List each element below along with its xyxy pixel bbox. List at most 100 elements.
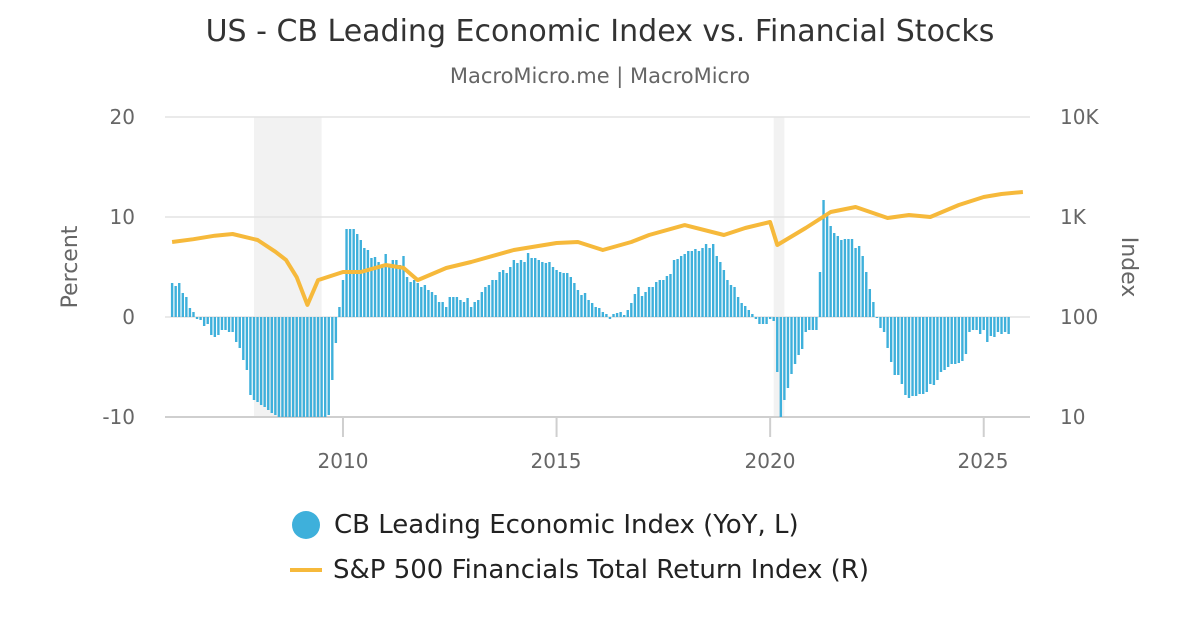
lei-bar (224, 317, 227, 330)
lei-bar (576, 290, 580, 317)
lei-bar (370, 258, 373, 317)
lei-bar (1007, 317, 1010, 334)
lei-bar (231, 317, 234, 332)
lei-bar (363, 248, 366, 317)
lei-bar (477, 300, 480, 317)
lei-bar (701, 248, 704, 317)
lei-bar (202, 317, 206, 326)
lei-bar (338, 307, 341, 317)
lei-bar (281, 317, 284, 417)
lei-bar (480, 292, 484, 317)
lei-bar (252, 317, 256, 400)
lei-bar (726, 280, 729, 317)
lei-bar (825, 215, 829, 317)
lei-bar (359, 240, 362, 317)
lei-bar (217, 317, 220, 335)
right-tick-label: 10 (1060, 405, 1085, 429)
lei-bar (551, 267, 555, 317)
lei-bar (861, 256, 864, 317)
lei-bar (213, 317, 217, 337)
lei-bar (929, 317, 932, 384)
lei-bar (622, 315, 626, 317)
lei-bar (815, 317, 818, 330)
lei-bar (978, 317, 982, 334)
lei-bar (441, 302, 444, 317)
lei-bar (640, 296, 644, 317)
lei-bar (327, 317, 330, 415)
lei-bar (658, 280, 661, 317)
lei-bar (391, 260, 395, 317)
lei-bar (793, 317, 797, 364)
lei-bar (544, 263, 548, 317)
lei-bar (850, 239, 854, 317)
lei-bar (619, 312, 622, 317)
lei-bar (943, 317, 946, 370)
x-tick-label: 2010 (318, 449, 369, 473)
lei-bar (932, 317, 936, 385)
lei-bar (384, 254, 387, 317)
legend-circle-icon (292, 511, 320, 539)
lei-bar (462, 302, 466, 317)
lei-bar (473, 302, 476, 317)
lei-bar (772, 317, 775, 321)
lei-bar (366, 250, 370, 317)
lei-bar (448, 297, 451, 317)
lei-bar (405, 277, 409, 317)
lei-bar (925, 317, 928, 392)
lei-bar (594, 307, 597, 317)
legend-item-financials[interactable]: S&P 500 Financials Total Return Index (R… (290, 555, 869, 585)
lei-bar (249, 317, 252, 395)
lei-bar (494, 280, 498, 317)
lei-bar (857, 246, 861, 317)
lei-bar (256, 317, 259, 402)
lei-bar (295, 317, 298, 417)
lei-bar (388, 267, 391, 317)
lei-bar (270, 317, 273, 413)
lei-bar (242, 317, 245, 360)
lei-bar (797, 317, 800, 355)
lei-bar (583, 293, 587, 317)
lei-bar (181, 293, 184, 317)
lei-bar (964, 317, 968, 354)
left-tick-label: 0 (122, 305, 135, 329)
lei-bar (605, 314, 608, 317)
lei-bar (277, 317, 281, 417)
lei-bar (907, 317, 911, 398)
right-tick-label: 1K (1060, 205, 1087, 229)
lei-bar (961, 317, 964, 361)
lei-bar (423, 285, 427, 317)
lei-bar (409, 282, 412, 317)
lei-bar (736, 297, 740, 317)
lei-bar (768, 317, 772, 319)
lei-bar (936, 317, 939, 380)
lei-bar (704, 244, 708, 317)
lei-bar (957, 317, 961, 363)
lei-bar (420, 287, 423, 317)
lei-bar (519, 260, 523, 317)
lei-bar (373, 257, 377, 317)
lei-bar (526, 253, 530, 317)
lei-bar (541, 262, 544, 317)
lei-bar (993, 317, 996, 337)
lei-bar (740, 303, 743, 317)
left-tick-label: 20 (110, 105, 135, 129)
legend-item-leading-index[interactable]: CB Leading Economic Index (YoY, L) (290, 510, 799, 540)
lei-bar (437, 302, 441, 317)
lei-bar (612, 314, 615, 317)
lei-bar (786, 317, 790, 388)
lei-bar (733, 287, 736, 317)
lei-bar (323, 317, 327, 417)
left-axis-title: Percent (58, 225, 83, 308)
lei-bar (922, 317, 925, 394)
recession-band (773, 117, 785, 417)
lei-bar (263, 317, 266, 407)
lei-bar (199, 317, 202, 320)
lei-bar (484, 287, 487, 317)
lei-bar (904, 317, 907, 395)
lei-bar (288, 317, 291, 417)
lei-bar (523, 262, 526, 317)
lei-bar (316, 317, 320, 417)
lei-bar (555, 270, 558, 317)
lei-bar (402, 256, 405, 317)
lei-bar (590, 303, 594, 317)
